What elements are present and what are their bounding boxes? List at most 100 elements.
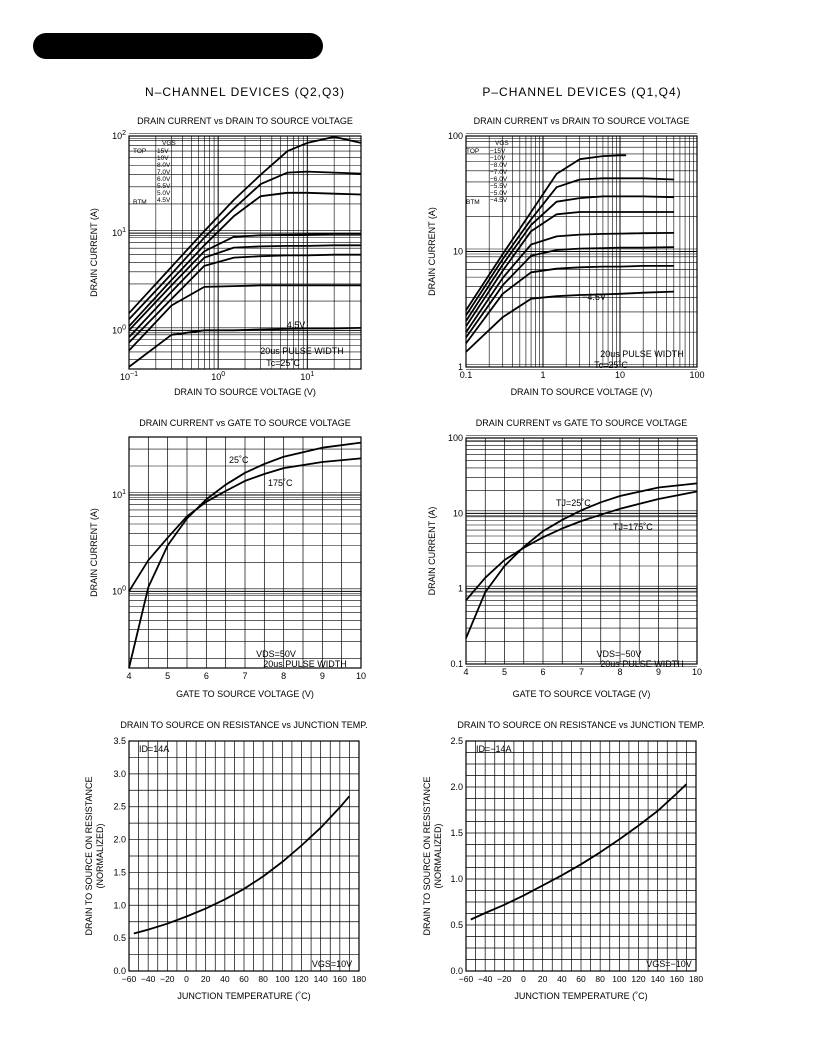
- y-axis-label: DRAIN CURRENT (A): [427, 507, 437, 596]
- x-tick-label: 6: [540, 667, 545, 677]
- legend-entry: −5.5V: [490, 183, 508, 190]
- series-line-0: [465, 154, 627, 311]
- legend-entry: −15V: [490, 148, 506, 155]
- x-tick-label: 20: [538, 974, 548, 984]
- x-tick-label: 100: [689, 370, 704, 380]
- x-tick-label: 4: [126, 671, 131, 681]
- y-tick-label: 2.0: [450, 782, 463, 792]
- x-tick-label: 80: [258, 974, 268, 984]
- x-tick-label: 60: [239, 974, 249, 984]
- series-line-2: [465, 195, 674, 322]
- y-tick-label: 0.1: [450, 659, 463, 669]
- y-tick-label: 2.0: [113, 835, 126, 845]
- x-tick-label: −60: [122, 974, 137, 984]
- series-line-0: [128, 136, 362, 314]
- chart-p-id-vgs: DRAIN CURRENT vs GATE TO SOURCE VOLTAGE 4…: [427, 418, 702, 699]
- annotation: VDS=50V: [256, 649, 296, 659]
- x-tick-label: 8: [617, 667, 622, 677]
- x-tick-label: 10: [615, 370, 625, 380]
- series-line-1: [128, 457, 362, 592]
- annotation: 20us PULSE WIDTH: [260, 346, 344, 356]
- series-line-0: [128, 441, 362, 669]
- annotation: VGS=−10V: [646, 959, 692, 969]
- y-tick-label: 0.0: [113, 966, 126, 976]
- series-line-3: [465, 211, 674, 327]
- header-bar: [33, 33, 323, 59]
- y-tick-label: 10: [453, 247, 463, 257]
- y-tick-label: 2.5: [113, 802, 126, 812]
- legend-entry: −7.0V: [490, 169, 508, 176]
- series-line-7: [128, 327, 362, 368]
- series-line-4: [465, 232, 674, 333]
- x-tick-label: −20: [497, 974, 512, 984]
- series-line-0: [465, 482, 698, 639]
- y-tick-label: 1.5: [450, 828, 463, 838]
- x-axis-label: GATE TO SOURCE VOLTAGE (V): [513, 689, 651, 699]
- y-tick-label: 1.0: [450, 874, 463, 884]
- y-axis-label: DRAIN TO SOURCE ON RESISTANCE: [84, 776, 94, 935]
- series-label: TJ=25˚C: [556, 498, 591, 508]
- grid: [465, 740, 697, 972]
- chart-title: DRAIN TO SOURCE ON RESISTANCE vs JUNCTIO…: [457, 720, 704, 730]
- legend-entry: 10V: [157, 155, 169, 162]
- y-axis-label: DRAIN CURRENT (A): [427, 207, 437, 296]
- right-column-title: P–CHANNEL DEVICES (Q1,Q4): [482, 85, 682, 99]
- x-axis-label: JUNCTION TEMPERATURE (˚C): [177, 991, 310, 1001]
- y-tick-label: 2.5: [450, 736, 463, 746]
- y-tick-label: 100: [448, 433, 463, 443]
- x-tick-label: 9: [320, 671, 325, 681]
- y-tick-label: 0.0: [450, 966, 463, 976]
- legend-top-label: TOP: [133, 148, 146, 155]
- plot-frame: [465, 740, 697, 972]
- x-tick-label: 0.1: [460, 370, 473, 380]
- legend-entry: −8.0V: [490, 162, 508, 169]
- x-tick-label: 6: [204, 671, 209, 681]
- y-axis-label-2: (NORMALIZED): [433, 823, 443, 888]
- chart-title: DRAIN TO SOURCE ON RESISTANCE vs JUNCTIO…: [120, 720, 367, 730]
- y-tick-label: 1.5: [113, 867, 126, 877]
- y-tick-label: 1: [458, 584, 463, 594]
- y-tick-label: 1.0: [113, 900, 126, 910]
- x-axis-label: JUNCTION TEMPERATURE (˚C): [514, 991, 647, 1001]
- y-tick-label: 100: [448, 131, 463, 141]
- legend-entry: −4.5V: [490, 197, 508, 204]
- annotation: −4.5V: [582, 292, 606, 302]
- chart-title: DRAIN CURRENT vs GATE TO SOURCE VOLTAGE: [476, 418, 688, 428]
- plot-frame: [128, 740, 360, 972]
- legend-entry: 5.5V: [157, 183, 171, 190]
- x-tick-label: 80: [595, 974, 605, 984]
- legend-entry: 4.5V: [157, 197, 171, 204]
- x-tick-label: −40: [478, 974, 493, 984]
- series-line-3: [128, 233, 361, 331]
- x-tick-label: 1: [540, 370, 545, 380]
- y-axis-label: DRAIN CURRENT (A): [89, 208, 99, 297]
- x-tick-label: 10: [692, 667, 702, 677]
- x-tick-label: 160: [333, 974, 347, 984]
- x-tick-label: 9: [656, 667, 661, 677]
- legend-entry: 7.0V: [157, 169, 171, 176]
- y-tick-label: 3.0: [113, 769, 126, 779]
- x-tick-label: 160: [670, 974, 684, 984]
- legend: VGS TOP BTM −15V−10V−8.0V−7.0V−6.0V−5.5V−5.…: [466, 140, 509, 206]
- series-line-1: [128, 170, 362, 320]
- left-column-title: N–CHANNEL DEVICES (Q2,Q3): [145, 85, 345, 99]
- x-tick-label: 7: [242, 671, 247, 681]
- legend-entry: 8.0V: [157, 162, 171, 169]
- y-tick-label: 1: [458, 362, 463, 372]
- series-line-5: [465, 246, 674, 339]
- x-tick-label: −20: [160, 974, 175, 984]
- chart-n-id-vds: DRAIN CURRENT vs DRAIN TO SOURCE VOLTAGE…: [89, 116, 362, 397]
- chart-title: DRAIN CURRENT vs GATE TO SOURCE VOLTAGE: [139, 418, 351, 428]
- chart-n-rdson-tj: DRAIN TO SOURCE ON RESISTANCE vs JUNCTIO…: [84, 720, 368, 1001]
- plot-frame: [128, 436, 362, 669]
- x-tick-label: 5: [165, 671, 170, 681]
- x-axis-label: DRAIN TO SOURCE VOLTAGE (V): [174, 387, 316, 397]
- legend-entry: 15V: [157, 148, 169, 155]
- y-axis-label: DRAIN CURRENT (A): [89, 508, 99, 597]
- x-tick-label: 7: [579, 667, 584, 677]
- annotation: ID=14A: [139, 744, 169, 754]
- series-label: 175˚C: [268, 478, 293, 488]
- legend-top-label: TOP: [466, 148, 479, 155]
